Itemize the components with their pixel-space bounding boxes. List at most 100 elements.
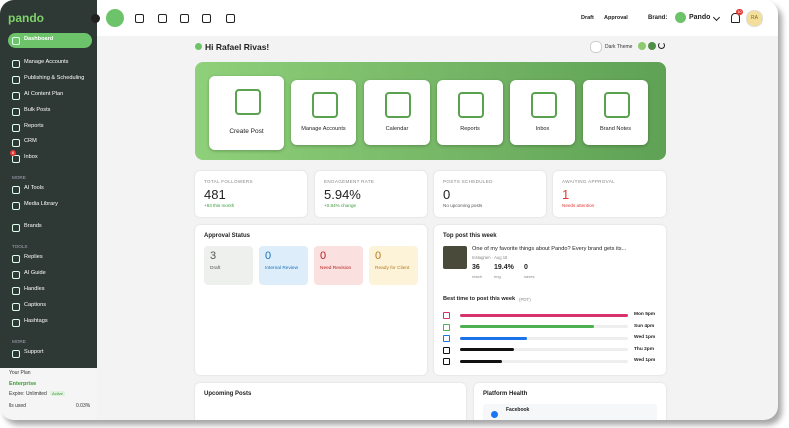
nav-icon — [12, 202, 20, 210]
section-title: Best time to post this week — [443, 296, 516, 302]
nav-item[interactable]: Reports — [24, 123, 44, 129]
nav-item[interactable]: Publishing & Scheduling — [24, 75, 85, 81]
inbox-badge: 6 — [10, 150, 16, 156]
action-card[interactable]: Reports — [437, 80, 503, 145]
nav-item[interactable]: Inbox — [24, 154, 38, 160]
approval-label: Draft — [210, 266, 221, 271]
stat-value: 0 — [443, 187, 451, 202]
main: Hi Rafael Rivas! Dark Theme Create Post Man… — [195, 41, 666, 420]
approval-tile[interactable]: 0 Internal Review — [259, 246, 308, 285]
plan-expire: Expire: Unlimited — [9, 391, 47, 397]
theme-swatch[interactable] — [638, 42, 646, 50]
brand-name[interactable]: Pando — [689, 14, 711, 21]
facebook-icon — [491, 411, 498, 418]
section-heading: MORE — [12, 175, 26, 180]
action-icon — [530, 91, 557, 118]
logo: pando — [8, 11, 44, 25]
nav-item[interactable]: Brands — [24, 223, 42, 229]
action-label: Brand Notes — [599, 125, 632, 132]
nav-item[interactable]: AI Tools — [24, 185, 44, 191]
stat-label: POSTS SCHEDULED — [443, 179, 493, 184]
metric-label: saves — [524, 274, 535, 279]
section-heading: MORE — [12, 339, 26, 344]
section-heading: TOOLS — [12, 244, 28, 249]
usage-value: 0.03% — [76, 403, 91, 409]
nav-icon — [12, 60, 20, 68]
nav-icon — [12, 255, 20, 263]
usage-label: lls used — [9, 403, 26, 409]
stat-card: TOTAL FOLLOWERS 481 +83 this month — [195, 171, 307, 217]
best-time: Sun 4pm — [634, 323, 655, 329]
platform-health-card: Platform Health Facebook — [474, 383, 666, 420]
metric-label: eng. — [494, 274, 502, 279]
avatar[interactable]: RA — [746, 10, 763, 27]
nav-icon — [12, 271, 20, 279]
approval-label: Internal Review — [265, 266, 299, 271]
nav-item[interactable]: Manage Accounts — [24, 59, 69, 65]
stat-label: TOTAL FOLLOWERS — [204, 179, 253, 184]
action-card[interactable]: Inbox — [510, 80, 575, 145]
stat-value: 5.94% — [324, 187, 361, 202]
action-icon — [385, 91, 411, 118]
nav-icon — [12, 186, 20, 194]
approval-card: Approval Status 3 Draft 0 Internal Review 0 Ne… — [195, 225, 427, 375]
nav-item[interactable]: Replies — [24, 254, 43, 260]
nav-icon — [12, 303, 20, 311]
time-track — [460, 348, 628, 352]
time-bar — [460, 348, 514, 352]
approval-tab[interactable]: Approval — [604, 15, 628, 21]
action-card[interactable]: Calendar — [364, 80, 430, 145]
toolbar-icon[interactable] — [180, 14, 189, 23]
action-label: Inbox — [535, 125, 550, 132]
upcoming-card: Upcoming Posts — [195, 383, 466, 420]
reset-icon[interactable] — [658, 42, 665, 49]
nav-item[interactable]: AI Guide — [24, 270, 46, 276]
stat-note: +83 this month — [204, 203, 235, 208]
time-bar — [460, 336, 528, 340]
notification-badge: 10 — [736, 9, 743, 15]
approval-tile[interactable]: 0 Need Revision — [314, 246, 363, 285]
nav-item[interactable]: Bulk Posts — [24, 107, 51, 113]
bell-icon[interactable] — [731, 13, 740, 23]
action-label: Create Post — [229, 127, 264, 135]
metric-value: 19.4% — [494, 264, 514, 271]
nav-item[interactable]: Support — [24, 349, 44, 355]
toolbar-icon[interactable] — [158, 14, 167, 23]
nav-active — [8, 33, 92, 48]
best-time: Wed 1pm — [634, 358, 656, 364]
stat-note: Needs attention — [562, 203, 595, 208]
post-meta: Instagram · Aug 18 — [472, 255, 508, 260]
approval-tile[interactable]: 0 Ready for Client — [369, 246, 418, 285]
nav-item[interactable]: CRM — [24, 138, 37, 144]
nav-item[interactable]: Dashboard — [24, 36, 54, 42]
action-icon — [234, 89, 261, 116]
post-text[interactable]: One of my favorite things about Pando? E… — [472, 246, 627, 252]
compose-button[interactable] — [106, 9, 124, 27]
collapse-button[interactable] — [91, 14, 100, 23]
stat-note: No upcoming posts — [443, 203, 483, 208]
nav-item[interactable]: Media Library — [24, 201, 58, 207]
nav-item[interactable]: Handles — [24, 286, 45, 292]
nav-item[interactable]: AI Content Plan — [24, 91, 64, 97]
action-card[interactable]: Brand Notes — [583, 80, 648, 145]
theme-toggle[interactable] — [590, 41, 602, 53]
top-bar: Draft Approval Brand: Pando 10 RA — [91, 0, 778, 36]
approval-tile[interactable]: 3 Draft — [204, 246, 253, 285]
stat-note: +0.84% change — [324, 203, 357, 208]
best-time: Mon 5pm — [634, 312, 656, 317]
action-card[interactable]: Manage Accounts — [291, 80, 356, 145]
action-card[interactable]: Create Post — [209, 76, 284, 150]
plan-panel: Your Plan Enterprise Expire: Unlimited Acti… — [0, 368, 97, 420]
stat-card: POSTS SCHEDULED 0 No upcoming posts — [434, 171, 546, 217]
nav-icon — [12, 155, 20, 163]
toolbar-icon[interactable] — [202, 14, 211, 23]
nav-item[interactable]: Hashtags — [24, 318, 48, 324]
draft-tab[interactable]: Draft — [581, 15, 594, 21]
toolbar-icon[interactable] — [135, 14, 144, 23]
time-bar — [460, 325, 595, 329]
toolbar-icon[interactable] — [226, 14, 235, 23]
nav-icon — [12, 37, 20, 45]
nav-item[interactable]: Captions — [24, 302, 47, 308]
time-track — [460, 336, 628, 340]
theme-swatch[interactable] — [648, 42, 656, 50]
